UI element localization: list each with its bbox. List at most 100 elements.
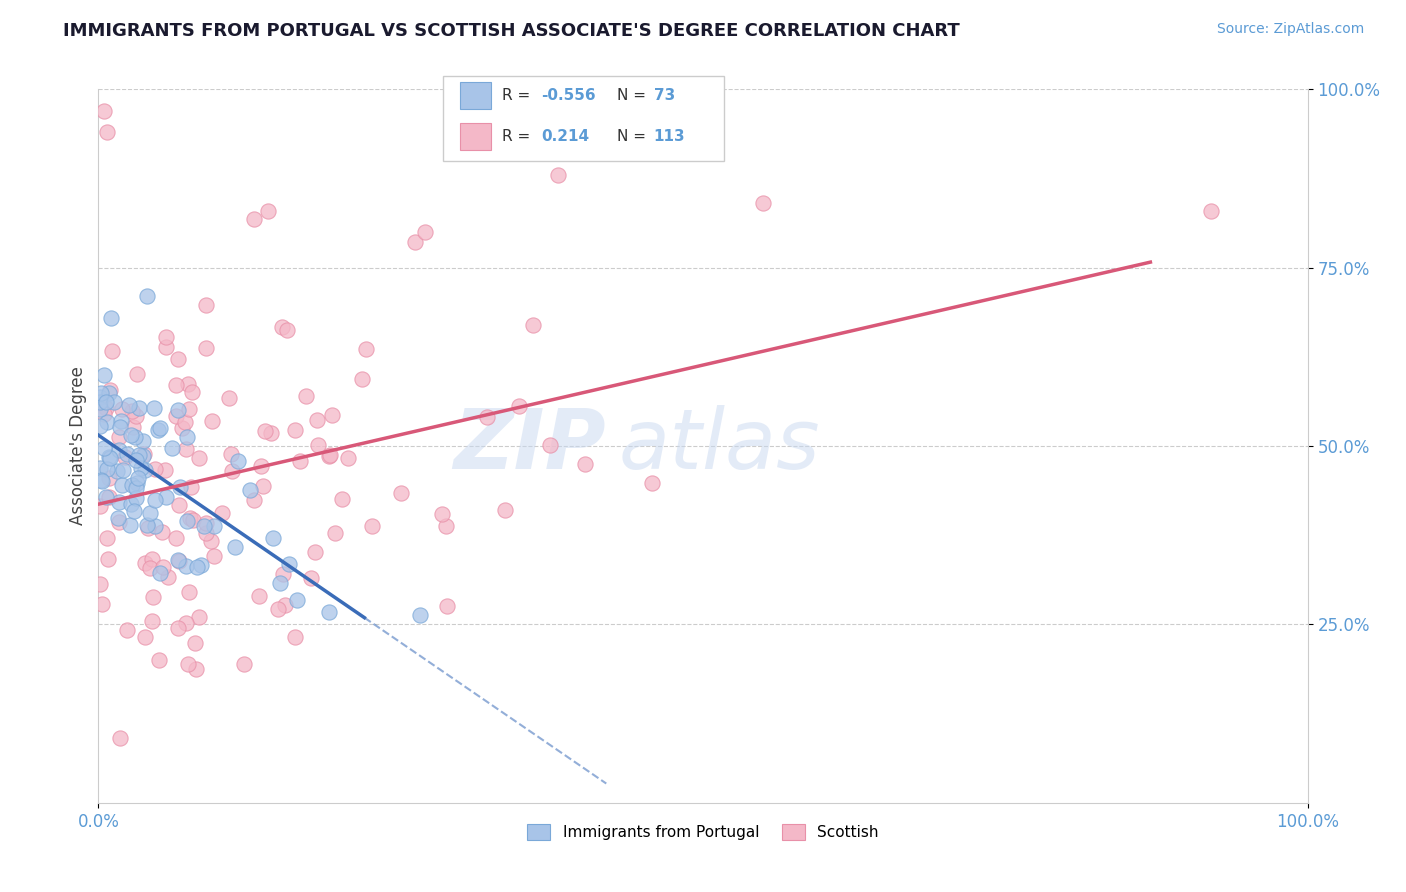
Point bbox=[180, 480, 202, 494]
Point bbox=[299, 571, 322, 585]
Point bbox=[239, 483, 262, 497]
Point bbox=[522, 318, 544, 332]
Point bbox=[148, 653, 170, 667]
Point bbox=[114, 450, 136, 465]
Point bbox=[97, 450, 120, 465]
Point bbox=[494, 503, 516, 517]
Point bbox=[155, 329, 177, 343]
Point bbox=[538, 438, 561, 452]
Text: N =: N = bbox=[617, 88, 651, 103]
Point bbox=[267, 601, 290, 615]
Text: 113: 113 bbox=[654, 129, 685, 144]
Point bbox=[181, 384, 204, 399]
Point bbox=[143, 519, 166, 533]
Point bbox=[252, 478, 274, 492]
Point bbox=[129, 460, 152, 475]
Text: 0.214: 0.214 bbox=[541, 129, 589, 144]
Point bbox=[117, 623, 139, 637]
Point bbox=[103, 394, 125, 409]
Y-axis label: Associate's Degree: Associate's Degree bbox=[69, 367, 87, 525]
Point bbox=[152, 559, 174, 574]
Point bbox=[165, 409, 187, 424]
Point bbox=[118, 517, 141, 532]
Point bbox=[136, 521, 159, 535]
Point bbox=[89, 499, 111, 513]
Point bbox=[105, 464, 128, 478]
Point bbox=[436, 599, 458, 614]
Point bbox=[122, 504, 145, 518]
Point bbox=[276, 323, 298, 337]
Point bbox=[188, 450, 211, 465]
Point bbox=[150, 525, 173, 540]
Point bbox=[90, 475, 112, 489]
Point bbox=[361, 519, 384, 533]
Point bbox=[107, 510, 129, 524]
Point bbox=[136, 517, 159, 532]
Point bbox=[89, 419, 111, 434]
Point bbox=[107, 495, 129, 509]
Point bbox=[195, 342, 218, 356]
Point bbox=[226, 454, 249, 468]
Point bbox=[132, 447, 155, 461]
Point bbox=[132, 434, 155, 448]
Point bbox=[110, 402, 132, 417]
Point bbox=[143, 492, 166, 507]
Point bbox=[288, 454, 311, 468]
Point bbox=[89, 402, 111, 417]
Point bbox=[190, 558, 212, 572]
Point bbox=[641, 475, 664, 490]
Point bbox=[165, 377, 187, 392]
Point bbox=[96, 462, 118, 476]
Point bbox=[89, 576, 111, 591]
Point bbox=[167, 553, 190, 567]
Point bbox=[120, 428, 142, 442]
Point bbox=[166, 352, 188, 367]
Point bbox=[305, 412, 328, 426]
Point bbox=[186, 662, 208, 676]
Point bbox=[181, 513, 204, 527]
Point bbox=[318, 450, 340, 464]
Point bbox=[247, 589, 270, 603]
Point bbox=[128, 401, 150, 416]
Point bbox=[96, 125, 118, 139]
Point bbox=[354, 343, 377, 357]
Point bbox=[184, 635, 207, 649]
Point bbox=[93, 442, 115, 456]
Point bbox=[283, 630, 305, 644]
Point bbox=[93, 368, 115, 382]
Point bbox=[574, 457, 596, 471]
Point bbox=[108, 516, 131, 530]
Point bbox=[142, 590, 165, 604]
Point bbox=[547, 168, 569, 182]
Point bbox=[96, 401, 118, 415]
Point bbox=[125, 475, 148, 490]
Point bbox=[101, 343, 124, 358]
Point bbox=[295, 389, 318, 403]
Point bbox=[218, 391, 240, 405]
Point bbox=[169, 480, 191, 494]
Point bbox=[132, 449, 155, 463]
Point bbox=[141, 615, 163, 629]
Point bbox=[202, 549, 225, 563]
Point bbox=[194, 297, 217, 311]
Point bbox=[121, 478, 143, 492]
Text: 73: 73 bbox=[654, 88, 675, 103]
Point bbox=[112, 463, 135, 477]
Point bbox=[118, 398, 141, 412]
Point bbox=[177, 585, 200, 599]
Point bbox=[108, 731, 131, 746]
Point bbox=[269, 576, 291, 591]
Point bbox=[91, 597, 114, 611]
Point bbox=[146, 423, 169, 437]
Point bbox=[98, 450, 121, 465]
Point bbox=[89, 461, 111, 475]
Point bbox=[188, 610, 211, 624]
Point bbox=[202, 519, 225, 533]
Point bbox=[211, 507, 233, 521]
Point bbox=[389, 486, 412, 500]
Point bbox=[243, 493, 266, 508]
Point bbox=[111, 478, 134, 492]
Point bbox=[125, 491, 148, 506]
Point bbox=[221, 464, 243, 478]
Point bbox=[127, 471, 149, 485]
